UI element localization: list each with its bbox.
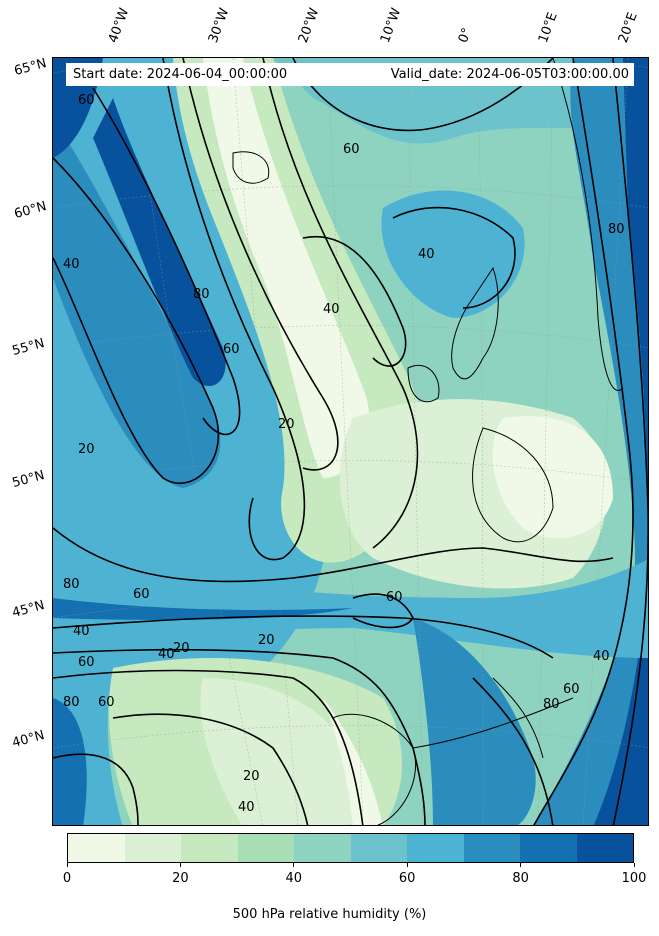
contour-label: 40 xyxy=(593,649,610,664)
iceland-outline xyxy=(232,151,270,184)
contour-label: 20 xyxy=(258,633,275,648)
lon-label-10w: 10°W xyxy=(377,6,405,45)
contour-label: 40 xyxy=(158,647,175,662)
colorbar-tick xyxy=(293,863,295,867)
contour-label: 20 xyxy=(78,442,95,457)
colorbar-tick xyxy=(179,863,181,867)
contour-label: 20 xyxy=(173,641,190,656)
lon-label-0: 0° xyxy=(455,25,476,45)
coastlines xyxy=(232,58,624,825)
contour-label: 40 xyxy=(418,247,435,262)
contour-label-group: 60 40 20 80 60 40 20 80 60 20 40 60 80 6… xyxy=(63,93,625,815)
scandinavia-outline xyxy=(552,58,624,391)
mediterranean-coast xyxy=(412,697,574,749)
colorbar xyxy=(67,833,634,863)
lon-label-40w: 40°W xyxy=(105,6,133,45)
lon-label-30w: 30°W xyxy=(205,6,233,45)
humid-core-east xyxy=(593,58,648,825)
contour-label: 80 xyxy=(608,222,625,237)
date-info-box: Start date: 2024-06-04_00:00:00 Valid_da… xyxy=(66,63,634,86)
contour-label: 60 xyxy=(78,655,95,670)
lat-label-45n: 45°N xyxy=(10,598,47,621)
lat-label-60n: 60°N xyxy=(12,199,49,222)
dry-core-south xyxy=(200,678,364,825)
colorbar-tick xyxy=(520,863,522,867)
colorbar-tick xyxy=(633,863,635,867)
colorbar-tick-label: 100 xyxy=(621,871,647,886)
lon-label-10e: 10°E xyxy=(535,10,561,46)
contour-label: 60 xyxy=(386,590,403,605)
humid-band-west-inner xyxy=(53,118,221,488)
lat-label-40n: 40°N xyxy=(10,728,47,751)
colorbar-tick-label: 80 xyxy=(512,871,529,886)
humid-region-southwest xyxy=(53,698,87,825)
colorbar-segment xyxy=(181,834,238,862)
italy-outline xyxy=(492,677,544,759)
contour-label: 80 xyxy=(543,697,560,712)
humid-core-west xyxy=(93,98,226,387)
contour-label: 40 xyxy=(323,302,340,317)
contour-label: 80 xyxy=(63,577,80,592)
graticule xyxy=(53,58,648,825)
contour-label: 80 xyxy=(193,287,210,302)
lat-label-65n: 65°N xyxy=(12,56,49,79)
colorbar-tick-label: 40 xyxy=(285,871,303,886)
france-outline xyxy=(472,427,554,543)
colorbar-segment xyxy=(520,834,577,862)
lat-label-55n: 55°N xyxy=(10,336,47,359)
valid-date-label: Valid_date: 2024-06-05T03:00:00.00 xyxy=(390,67,629,82)
colorbar-segment xyxy=(124,834,181,862)
great-britain-outline xyxy=(451,266,499,380)
map-panel: 60 40 20 80 60 40 20 80 60 20 40 60 80 6… xyxy=(52,57,649,826)
moist-band-east xyxy=(534,58,648,825)
dry-core xyxy=(203,58,370,478)
colorbar-tick-label: 0 xyxy=(62,871,72,886)
dry-streak-south xyxy=(323,698,383,825)
moist-corridor-south xyxy=(53,558,648,658)
contour-label: 60 xyxy=(133,587,150,602)
contour-label: 40 xyxy=(63,257,80,272)
colorbar-tick xyxy=(66,863,68,867)
colorbar-segment xyxy=(576,834,633,862)
contour-label: 20 xyxy=(243,769,260,784)
colorbar-segment xyxy=(407,834,464,862)
moist-corridor-core xyxy=(53,598,353,620)
colorbar-tick-label: 60 xyxy=(398,871,416,886)
contour-label: 60 xyxy=(98,695,115,710)
colorbar-tick xyxy=(406,863,408,867)
contour-label: 40 xyxy=(238,800,255,815)
contour-label: 60 xyxy=(563,682,580,697)
humidity-map: 60 40 20 80 60 40 20 80 60 20 40 60 80 6… xyxy=(53,58,648,825)
ireland-outline xyxy=(407,364,440,403)
contour-label: 40 xyxy=(73,624,90,639)
lon-label-20e: 20°E xyxy=(615,10,641,46)
contour-label: 20 xyxy=(278,417,295,432)
colorbar-tick-label: 20 xyxy=(172,871,189,886)
moist-region-southeast xyxy=(413,618,536,825)
colorbar-segment xyxy=(237,834,294,862)
contour-label: 60 xyxy=(78,93,95,108)
colorbar-segment xyxy=(463,834,520,862)
colorbar-segment xyxy=(68,834,125,862)
contour-lines xyxy=(53,58,648,825)
colorbar-segment xyxy=(294,834,351,862)
contour-label: 60 xyxy=(343,142,360,157)
colorbar-title: 500 hPa relative humidity (%) xyxy=(232,907,427,922)
lat-label-50n: 50°N xyxy=(10,468,47,491)
contour-label: 60 xyxy=(223,342,240,357)
contour-label: 80 xyxy=(63,695,80,710)
lon-label-20w: 20°W xyxy=(295,6,323,45)
moist-patch-north-sea xyxy=(381,190,525,318)
start-date-label: Start date: 2024-06-04_00:00:00 xyxy=(73,67,288,82)
colorbar-segment xyxy=(350,834,407,862)
